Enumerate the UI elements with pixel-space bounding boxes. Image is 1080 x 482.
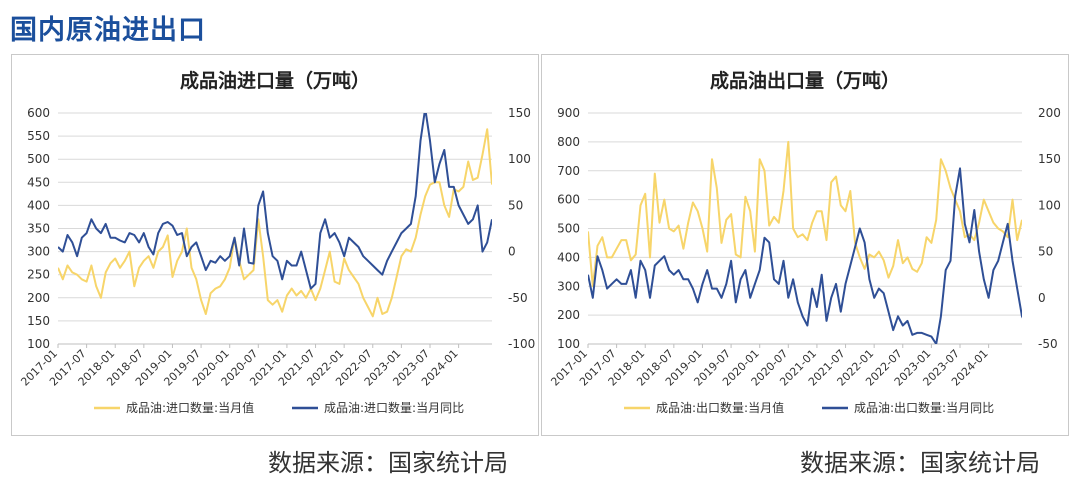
source-note-right: 数据来源：国家统计局 bbox=[800, 449, 1040, 477]
chart-title: 成品油进口量（万吨） bbox=[180, 69, 370, 92]
import-chart: 成品油进口量（万吨）100150200250300350400450500550… bbox=[18, 69, 535, 415]
y-tick-label: 100 bbox=[27, 337, 50, 351]
y-tick-label: 200 bbox=[27, 291, 50, 305]
legend-label: 成品油:进口数量:当月同比 bbox=[324, 400, 464, 415]
y-tick-label: 400 bbox=[557, 250, 580, 264]
y2-tick-label: 50 bbox=[508, 198, 523, 212]
series-line-yoy bbox=[58, 113, 492, 290]
legend-label: 成品油:出口数量:当月同比 bbox=[854, 400, 994, 415]
chart-title: 成品油出口量（万吨） bbox=[710, 69, 900, 92]
y2-tick-label: -50 bbox=[508, 291, 528, 305]
y-tick-label: 300 bbox=[27, 245, 50, 259]
y2-tick-label: 0 bbox=[508, 245, 516, 259]
y2-tick-label: 150 bbox=[1038, 152, 1061, 166]
y2-tick-label: 150 bbox=[508, 106, 531, 120]
series-line-value bbox=[588, 140, 1022, 288]
export-chart: 成品油出口量（万吨）100200300400500600700800900-50… bbox=[548, 69, 1061, 415]
y-tick-label: 100 bbox=[557, 337, 580, 351]
export-chart-panel: 成品油出口量（万吨） 100 200 300 400 500 600 700 800 900 -50… bbox=[541, 54, 1069, 436]
legend-label: 成品油:进口数量:当月值 bbox=[126, 400, 254, 415]
y2-tick-label: 50 bbox=[1038, 245, 1053, 259]
y-tick-label: 450 bbox=[27, 175, 50, 189]
y-tick-label: 550 bbox=[27, 129, 50, 143]
y-tick-label: 800 bbox=[557, 135, 580, 149]
source-note-left: 数据来源：国家统计局 bbox=[268, 449, 508, 477]
y-tick-label: 150 bbox=[27, 314, 50, 328]
page-title: 国内原油进出口 bbox=[10, 15, 206, 46]
y-tick-label: 600 bbox=[27, 106, 50, 120]
y-tick-label: 600 bbox=[557, 193, 580, 207]
y-tick-label: 200 bbox=[557, 308, 580, 322]
y-tick-label: 250 bbox=[27, 268, 50, 282]
y-tick-label: 700 bbox=[557, 164, 580, 178]
y2-tick-label: 200 bbox=[1038, 106, 1061, 120]
y2-tick-label: -100 bbox=[508, 337, 535, 351]
y-tick-label: 900 bbox=[557, 106, 580, 120]
y2-tick-label: -50 bbox=[1038, 337, 1058, 351]
y-tick-label: 350 bbox=[27, 222, 50, 236]
y-tick-label: 400 bbox=[27, 198, 50, 212]
y-tick-label: 500 bbox=[557, 222, 580, 236]
y2-tick-label: 0 bbox=[1038, 291, 1046, 305]
legend-label: 成品油:出口数量:当月值 bbox=[656, 400, 784, 415]
series-line-yoy bbox=[588, 167, 1022, 344]
y2-tick-label: 100 bbox=[1038, 198, 1061, 212]
y-tick-label: 300 bbox=[557, 279, 580, 293]
y2-tick-label: 100 bbox=[508, 152, 531, 166]
import-chart-panel: 成品油进口量（万吨） 100 150 200 250 300 350 400 450 500 550… bbox=[11, 54, 539, 436]
y-tick-label: 500 bbox=[27, 152, 50, 166]
series-line-value bbox=[58, 128, 492, 318]
